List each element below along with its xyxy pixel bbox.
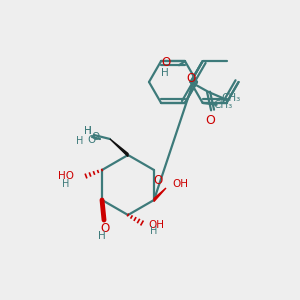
Text: H: H [62,179,70,189]
Polygon shape [154,188,166,202]
Text: OH: OH [172,179,188,189]
Text: CH₃: CH₃ [213,100,232,110]
Text: O: O [162,56,171,69]
Text: H: H [84,126,92,136]
Polygon shape [110,139,128,157]
Text: H: H [84,126,92,136]
Text: O: O [206,113,215,127]
Text: H: H [98,231,106,241]
Text: H: H [161,68,169,78]
Text: OH: OH [148,220,164,230]
Text: O: O [100,223,109,236]
Text: CH₃: CH₃ [221,93,240,103]
Text: HO: HO [58,171,74,181]
Text: O: O [92,132,100,142]
Text: O: O [186,72,195,85]
Text: O: O [87,135,95,145]
Text: H: H [76,136,84,146]
Text: H: H [150,226,158,236]
Text: O: O [153,173,163,187]
